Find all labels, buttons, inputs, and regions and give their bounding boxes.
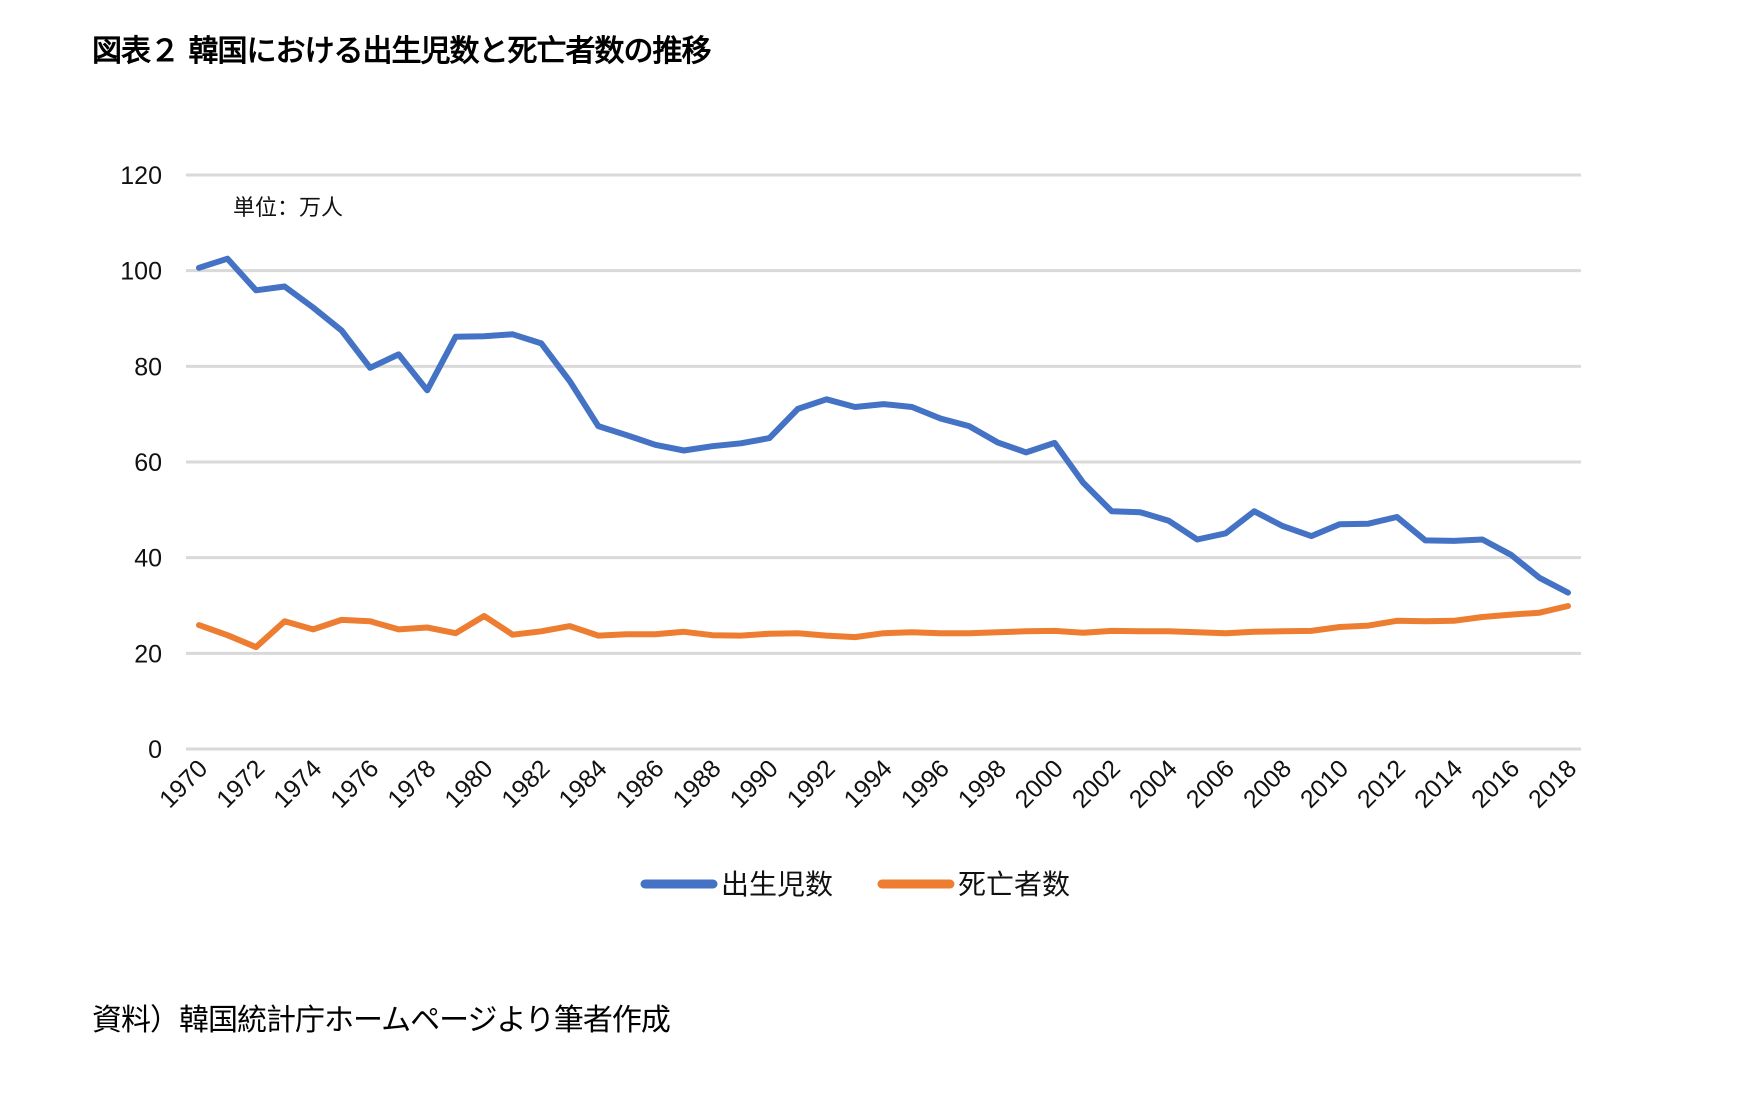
x-tick-label: 1970 (154, 754, 213, 813)
series-line-deaths (196, 603, 1571, 651)
x-tick-label: 1984 (553, 754, 612, 813)
x-tick-label: 1972 (211, 754, 270, 813)
x-tick-label: 2002 (1067, 754, 1126, 813)
legend-label: 死亡者数 (958, 868, 1070, 901)
x-tick-label: 2014 (1409, 754, 1468, 813)
y-tick-label: 120 (120, 162, 162, 190)
y-tick-label: 100 (120, 258, 162, 286)
x-tick-label: 2016 (1466, 754, 1525, 813)
x-tick-label: 2012 (1352, 754, 1411, 813)
x-tick-label: 2004 (1124, 754, 1183, 813)
y-tick-label: 40 (134, 545, 162, 573)
y-tick-label: 20 (134, 640, 162, 668)
x-tick-label: 1990 (725, 754, 784, 813)
x-tick-label: 1986 (610, 754, 669, 813)
series-line-births (196, 255, 1571, 596)
x-tick-label: 1994 (839, 754, 898, 813)
x-tick-label: 1980 (439, 754, 498, 813)
unit-label: 単位：万人 (233, 196, 343, 221)
y-tick-label: 0 (148, 736, 162, 764)
x-tick-label: 2010 (1295, 754, 1354, 813)
x-tick-label: 1976 (325, 754, 384, 813)
x-tick-label: 2018 (1523, 754, 1582, 813)
x-tick-label: 1974 (268, 754, 327, 813)
figure-title: 図表２ 韓国における出生児数と死亡者数の推移 (92, 34, 711, 69)
x-tick-label: 2000 (1010, 754, 1069, 813)
x-tick-label: 1988 (667, 754, 726, 813)
x-tick-label: 2008 (1238, 754, 1297, 813)
x-tick-label: 1982 (496, 754, 555, 813)
x-tick-label: 1978 (382, 754, 441, 813)
y-tick-label: 80 (134, 353, 162, 381)
legend-label: 出生児数 (721, 868, 833, 901)
x-tick-label: 1996 (896, 754, 955, 813)
x-tick-label: 1998 (953, 754, 1012, 813)
x-tick-label: 1992 (782, 754, 841, 813)
y-tick-label: 60 (134, 449, 162, 477)
source-note: 資料）韓国統計庁ホームページより筆者作成 (92, 1003, 671, 1038)
x-tick-label: 2006 (1181, 754, 1240, 813)
